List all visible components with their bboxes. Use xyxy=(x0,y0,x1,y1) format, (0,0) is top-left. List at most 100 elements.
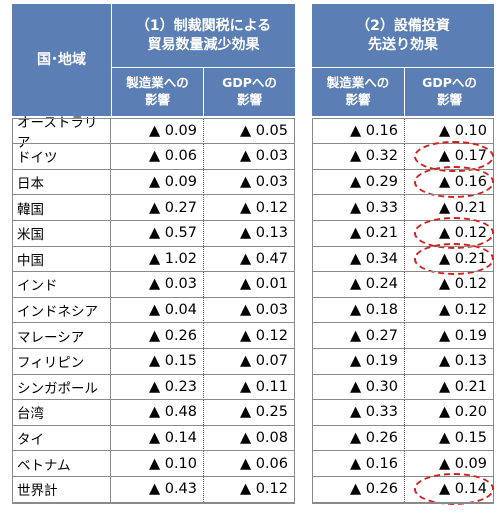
invest-header-line2: 先送り効果 xyxy=(368,36,438,53)
invest-mfg-value: ▲ 0.26 xyxy=(312,476,405,502)
trade-mfg-value: ▲ 0.57 xyxy=(111,220,204,246)
row-divider xyxy=(312,296,494,298)
table-row: 韓国 ▲ 0.27 ▲ 0.12 ▲ 0.33 ▲ 0.21 xyxy=(0,194,500,221)
table-bottom-border xyxy=(312,502,494,504)
trade-gdp-value: ▲ 0.06 xyxy=(204,450,295,477)
invest-mfg-value: ▲ 0.27 xyxy=(312,322,405,349)
country-name: タイ xyxy=(12,425,111,451)
trade-gdp-value: ▲ 0.11 xyxy=(204,374,295,400)
table-row: 台湾 ▲ 0.48 ▲ 0.25 ▲ 0.33 ▲ 0.20 xyxy=(0,399,500,426)
trade-mfg-value: ▲ 0.06 xyxy=(111,143,204,170)
invest-mfg-value: ▲ 0.19 xyxy=(312,348,405,374)
trade-header-line1: （1）制裁関税による xyxy=(135,17,272,34)
country-name: 中国 xyxy=(12,246,111,272)
sub-mfg-line2: 影響 xyxy=(144,92,170,107)
invest-mfg-value: ▲ 0.21 xyxy=(312,220,405,246)
country-name: マレーシア xyxy=(12,322,111,349)
invest-gdp-value: ▲ 0.14 xyxy=(405,476,494,502)
sub-mfg-line1: 製造業への xyxy=(326,75,390,91)
invest-gdp-subheader: GDPへの 影響 xyxy=(405,68,494,116)
invest-gdp-value: ▲ 0.12 xyxy=(405,271,494,298)
trade-mfg-value: ▲ 0.09 xyxy=(111,169,204,195)
country-name: インド xyxy=(12,271,111,298)
invest-mfg-value: ▲ 0.16 xyxy=(312,450,405,477)
row-divider xyxy=(12,322,295,324)
row-divider xyxy=(312,117,494,119)
trade-gdp-value: ▲ 0.12 xyxy=(204,322,295,349)
trade-mfg-value: ▲ 0.27 xyxy=(111,194,204,221)
table-row: ドイツ ▲ 0.06 ▲ 0.03 ▲ 0.32 ▲ 0.17 xyxy=(0,140,500,173)
row-divider xyxy=(312,450,494,452)
trade-mfg-value: ▲ 0.10 xyxy=(111,450,204,477)
row-divider xyxy=(312,271,494,273)
trade-gdp-value: ▲ 0.01 xyxy=(204,271,295,298)
trade-mfg-value: ▲ 0.48 xyxy=(111,399,204,426)
country-name: 米国 xyxy=(12,220,111,246)
table-row: 中国 ▲ 1.02 ▲ 0.47 ▲ 0.34 ▲ 0.21 xyxy=(0,243,500,275)
invest-gdp-value: ▲ 0.12 xyxy=(405,297,494,323)
trade-gdp-value: ▲ 0.03 xyxy=(204,143,295,170)
invest-mfg-value: ▲ 0.26 xyxy=(312,425,405,451)
row-divider xyxy=(12,219,295,221)
sub-gdp-line2: 影響 xyxy=(236,92,262,107)
invest-gdp-value: ▲ 0.17 xyxy=(405,143,494,170)
invest-gdp-value: ▲ 0.19 xyxy=(405,322,494,349)
table-row: 世界計 ▲ 0.43 ▲ 0.12 ▲ 0.26 ▲ 0.14 xyxy=(0,473,500,505)
country-name: 世界計 xyxy=(12,476,111,502)
invest-mfg-subheader: 製造業への 影響 xyxy=(312,68,404,116)
trade-mfg-value: ▲ 0.03 xyxy=(111,271,204,298)
trade-mfg-value: ▲ 0.23 xyxy=(111,374,204,400)
country-name: シンガポール xyxy=(12,374,111,400)
trade-mfg-value: ▲ 0.15 xyxy=(111,348,204,374)
table-row: フィリピン ▲ 0.15 ▲ 0.07 ▲ 0.19 ▲ 0.13 xyxy=(0,347,500,374)
invest-gdp-value: ▲ 0.10 xyxy=(405,118,494,144)
table-row: 日本 ▲ 0.09 ▲ 0.03 ▲ 0.29 ▲ 0.16 xyxy=(0,166,500,198)
trade-gdp-value: ▲ 0.12 xyxy=(204,476,295,502)
row-divider xyxy=(312,347,494,349)
invest-gdp-value: ▲ 0.21 xyxy=(405,246,494,272)
trade-mfg-value: ▲ 0.14 xyxy=(111,425,204,451)
row-divider xyxy=(312,399,494,401)
country-name: ドイツ xyxy=(12,143,111,170)
invest-mfg-value: ▲ 0.29 xyxy=(312,169,405,195)
country-name: オーストラリア xyxy=(12,115,111,151)
row-divider xyxy=(12,117,295,119)
row-divider xyxy=(312,322,494,324)
invest-mfg-value: ▲ 0.30 xyxy=(312,374,405,400)
table-row: ベトナム ▲ 0.10 ▲ 0.06 ▲ 0.16 ▲ 0.09 xyxy=(0,450,500,477)
sub-gdp-line2: 影響 xyxy=(436,92,462,107)
country-name: フィリピン xyxy=(12,348,111,374)
trade-gdp-value: ▲ 0.47 xyxy=(204,246,295,272)
trade-mfg-value: ▲ 0.26 xyxy=(111,322,204,349)
table-row: タイ ▲ 0.14 ▲ 0.08 ▲ 0.26 ▲ 0.15 xyxy=(0,424,500,451)
row-divider xyxy=(312,424,494,426)
invest-mfg-value: ▲ 0.34 xyxy=(312,246,405,272)
row-divider xyxy=(12,143,295,145)
row-divider xyxy=(12,296,295,298)
row-divider xyxy=(312,373,494,375)
country-header-label: 国･地域 xyxy=(37,51,86,68)
trade-gdp-value: ▲ 0.12 xyxy=(204,194,295,221)
invest-gdp-value: ▲ 0.13 xyxy=(405,348,494,374)
trade-header-line2: 貿易数量減少効果 xyxy=(147,36,260,53)
invest-mfg-value: ▲ 0.33 xyxy=(312,399,405,426)
sub-mfg-line1: 製造業への xyxy=(126,75,189,91)
row-divider xyxy=(12,424,295,426)
row-divider xyxy=(312,245,494,247)
trade-gdp-value: ▲ 0.03 xyxy=(204,297,295,323)
invest-header-line1: （2）設備投資 xyxy=(356,17,450,34)
trade-mfg-value: ▲ 1.02 xyxy=(111,246,204,272)
row-divider xyxy=(12,373,295,375)
trade-gdp-value: ▲ 0.13 xyxy=(204,220,295,246)
row-divider xyxy=(312,168,494,170)
trade-effect-section-header: （1）制裁関税による 貿易数量減少効果 xyxy=(112,4,295,67)
invest-gdp-value: ▲ 0.21 xyxy=(405,374,494,400)
table-row: インド ▲ 0.03 ▲ 0.01 ▲ 0.24 ▲ 0.12 xyxy=(0,271,500,298)
row-divider xyxy=(312,475,494,477)
table-bottom-border xyxy=(12,502,295,504)
invest-mfg-value: ▲ 0.16 xyxy=(312,118,405,144)
row-divider xyxy=(312,143,494,145)
row-divider xyxy=(12,271,295,273)
trade-mfg-value: ▲ 0.09 xyxy=(111,118,204,144)
invest-gdp-value: ▲ 0.12 xyxy=(405,220,494,246)
